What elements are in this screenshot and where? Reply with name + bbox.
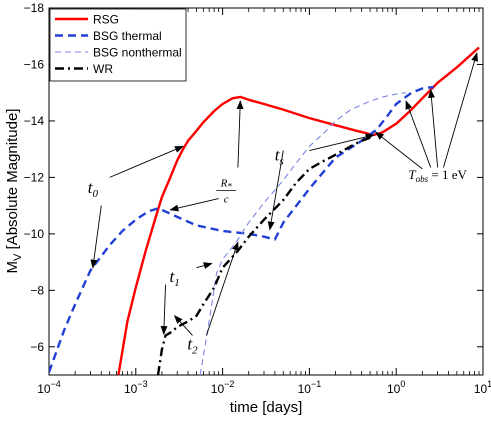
- y-tick-label: −6: [30, 340, 44, 354]
- x-tick-label: 10−2: [211, 379, 235, 396]
- y-tick-label: −12: [24, 170, 45, 184]
- y-tick-label: −8: [30, 283, 44, 297]
- annotation-arrow-t2: [173, 314, 193, 336]
- y-tick-label: −10: [24, 227, 45, 241]
- x-axis-ticks: 10−4 10−3 10−2 10−1 100 101: [37, 8, 491, 396]
- y-axis-ticks: −6 −8 −10 −12 −14 −16 −18: [24, 1, 483, 354]
- annotation-arrow-R_over_c: [236, 100, 244, 168]
- annotation-arrow-ts: [309, 133, 375, 152]
- legend-label-rsg: RSG: [93, 13, 119, 27]
- annotation-arrow-tobs: [442, 52, 478, 168]
- x-tick-label: 10−4: [37, 379, 61, 396]
- legend-label-bsg-thermal: BSG thermal: [93, 29, 162, 43]
- series-line-rsg: [117, 46, 480, 375]
- annotation-arrow-tobs: [405, 100, 432, 168]
- x-tick-label: 101: [474, 379, 491, 396]
- x-axis-label: time [days]: [230, 399, 303, 416]
- annotation-arrow-t1: [160, 284, 168, 336]
- x-tick-label: 100: [387, 379, 405, 396]
- annotation-layer: t0 R* c ts t1 t2 Tobs = 1 eV: [88, 52, 478, 357]
- legend-label-wr: WR: [93, 62, 113, 76]
- series-line-bsg-nonthermal: [199, 92, 407, 375]
- y-tick-label: −18: [24, 1, 45, 15]
- annotation-arrow-R_over_c: [169, 198, 219, 212]
- legend-box: [49, 8, 187, 82]
- annotation-arrow-tobs: [427, 88, 439, 168]
- legend-label-bsg-nonthermal: BSG nonthermal: [93, 46, 182, 60]
- annotation-label-t1: t1: [169, 267, 179, 289]
- annotation-label-t2: t2: [187, 335, 198, 357]
- x-tick-label: 10−3: [124, 379, 148, 396]
- annotation-arrow-ts: [267, 150, 284, 231]
- annotation-label-t0: t0: [88, 178, 99, 200]
- annotation-arrow-tobs: [374, 131, 423, 170]
- annotation-arrow-t0: [90, 205, 102, 269]
- annotation-arrow-t2: [205, 241, 239, 336]
- annotation-tobs-label: Tobs = 1 eV: [408, 167, 467, 184]
- annotation-arrow-t1: [196, 262, 213, 269]
- annotation-r-over-c-denominator: c: [224, 194, 229, 206]
- y-tick-label: −14: [24, 114, 45, 128]
- annotation-r-over-c-numerator: R*: [220, 178, 233, 192]
- legend: RSG BSG thermal BSG nonthermal WR: [49, 8, 187, 82]
- series-line-bsg-thermal: [49, 85, 434, 373]
- annotation-label-ts: ts: [275, 145, 284, 167]
- annotation-arrow-t0: [109, 145, 184, 178]
- x-tick-label: 10−1: [298, 379, 322, 396]
- y-axis-label: MV [Absolute Magnitude]: [4, 109, 24, 274]
- y-tick-label: −16: [24, 57, 45, 71]
